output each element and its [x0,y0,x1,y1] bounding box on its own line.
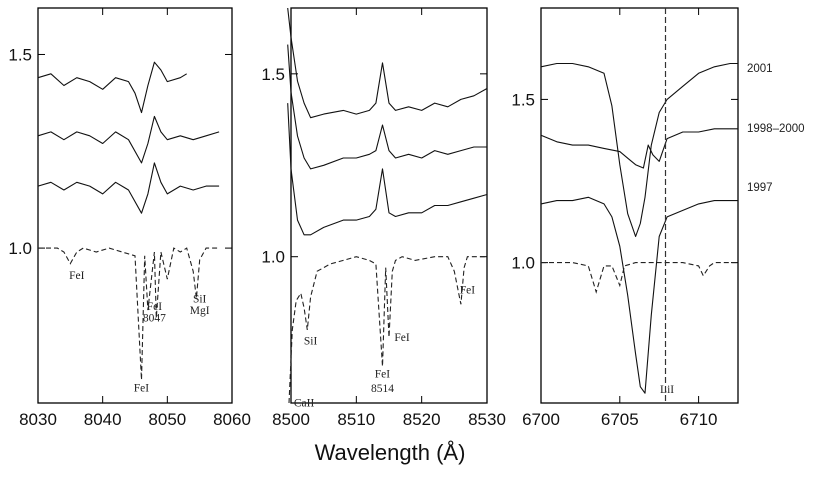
plot-frame [37,7,233,404]
y-tick-label: 1.0 [511,254,535,273]
line-annotation: CaII [294,398,315,410]
x-tick-label: 6705 [601,410,639,429]
line-annotation: LiI [660,384,674,396]
line-annotation: FeI [147,301,163,313]
series-line-observed-2 [287,44,487,170]
x-tick-label: 8040 [84,410,122,429]
y-tick-label: 1.5 [261,65,285,84]
line-annotation: FeI [134,382,150,394]
series-line-observed-1 [540,62,738,238]
line-annotation: SiI [193,293,207,305]
x-tick-label: 8030 [19,410,57,429]
panel-feI-8514: 8500 8510 8520 8530 1.0 1.5 SiI FeI FeI 8514 FeI Ca… [261,7,506,429]
x-axis-label: Wavelength (Å) [315,440,466,465]
series-line-observed-3 [540,196,738,394]
x-tick-label: 6700 [522,410,560,429]
x-tick-label: 8050 [148,410,186,429]
x-tick-label: 8510 [337,410,375,429]
x-tick-label: 8500 [272,410,310,429]
series-line-template [38,247,220,380]
line-annotation: FeI [69,270,85,282]
y-tick-label: 1.0 [8,239,32,258]
x-tick-label: 8530 [468,410,506,429]
series-line-observed-2 [540,128,738,169]
x-tick-label: 6710 [680,410,718,429]
line-annotation: FeI [394,332,410,344]
series-line-observed-1 [37,61,187,114]
y-tick-label: 1.5 [511,90,535,109]
series-line-observed-1 [287,7,488,119]
series-line-observed-3 [37,162,220,214]
epoch-label: 1997 [747,182,773,194]
panel-liI-6708: 6700 6705 6710 1.0 1.5 LiI 2001 1998–2000 1997 [511,7,805,429]
line-annotation: 8047 [143,313,166,325]
x-tick-label: 8520 [403,410,441,429]
y-tick-label: 1.5 [8,45,32,64]
series-line-template [288,256,487,404]
line-annotation: FeI [460,284,476,296]
y-tick-label: 1.0 [261,248,285,267]
series-line-observed-2 [37,115,220,164]
panel-feI-8047: 8030 8040 8050 80601.01.5FeIFeI8047SiIMgIFe… [8,7,251,429]
series-line-template [541,262,738,294]
line-annotation: 8514 [371,383,394,395]
plot-frame [290,7,488,404]
epoch-label: 2001 [747,63,773,75]
x-tick-label: 8060 [213,410,251,429]
line-annotation: MgI [190,305,210,317]
line-annotation: SiI [304,335,318,347]
plot-frame [540,7,739,404]
epoch-label: 1998–2000 [747,123,805,135]
line-annotation: FeI [375,368,391,380]
series-line-observed-3 [287,103,488,236]
